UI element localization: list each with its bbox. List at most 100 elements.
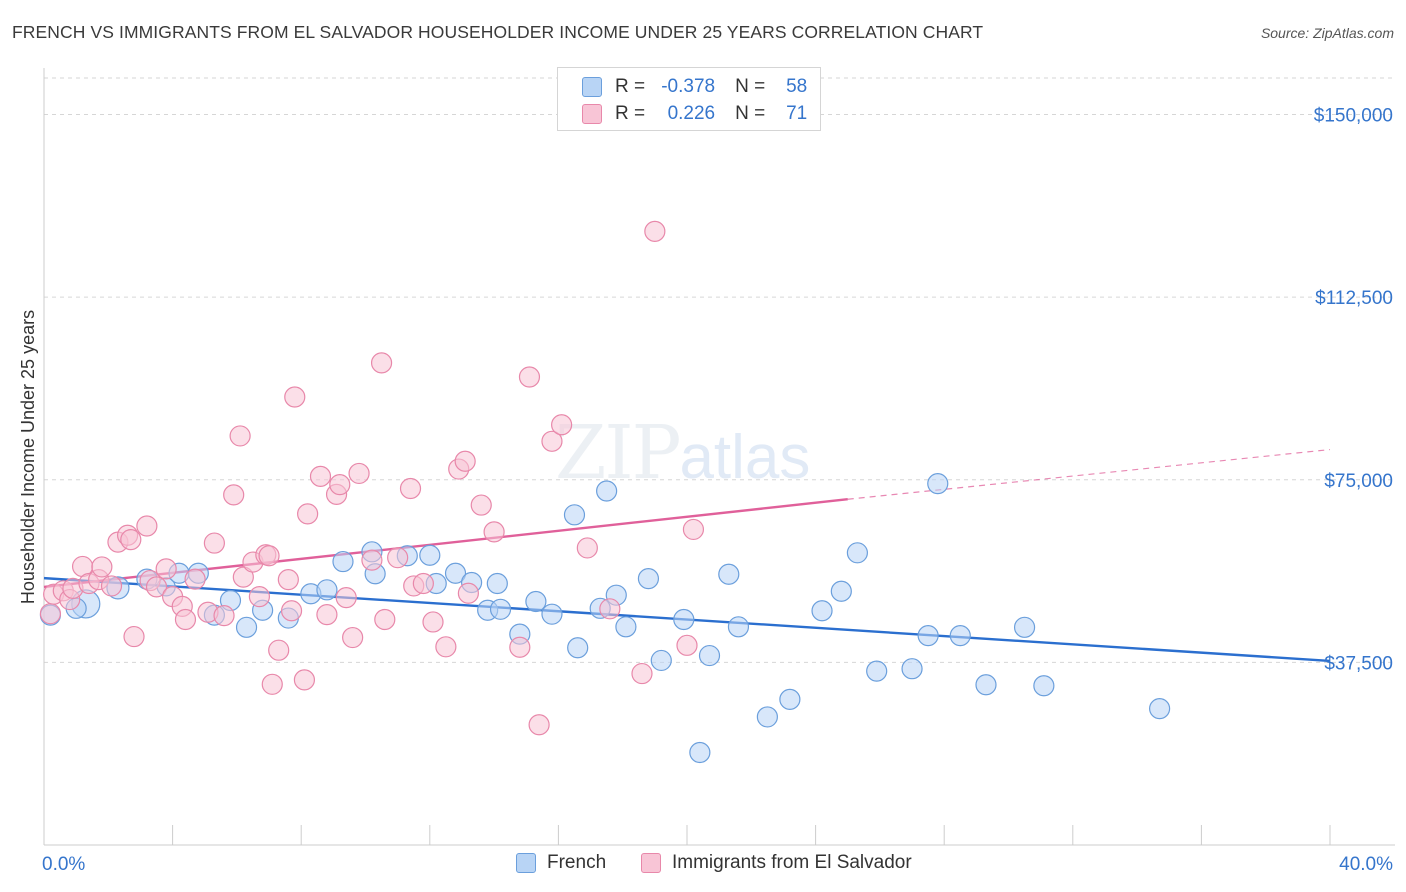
el-salvador-point [277,568,299,591]
n-label: N = [735,76,766,97]
french-point [419,544,441,566]
el-salvador-point [682,518,705,541]
el-salvador-point [293,669,316,691]
x-tick-label: 0.0% [42,854,85,875]
data-points [39,220,1171,764]
axis-labels: $37,500 $75,000 $112,500 $150,000 0.0% 40.0% H… [18,106,1393,875]
french-point [698,644,721,667]
french-point [846,542,868,564]
y-axis-label: Householder Income Under 25 years [18,310,38,604]
axes [43,68,1395,846]
french-point [563,504,586,526]
french-point [1033,675,1055,697]
french-legend-swatch [516,853,536,873]
el-salvador-point [280,600,303,622]
legend-row-el-salvador: R = 0.226 N = 71 [582,102,807,126]
el-salvador-point [374,608,396,631]
el-salvador-point [284,386,306,408]
el-salvador-point [316,604,338,626]
french-point [866,660,888,682]
el-salvador-point [223,484,245,506]
el-salvador-point [261,673,283,695]
french-point [567,637,589,659]
el-salvador-point [213,605,235,627]
el-salvador-point [541,430,563,452]
el-salvador-point [248,586,271,608]
watermark-zip: ZIP [555,410,681,496]
french-point [615,616,637,638]
y-tick-label: $75,000 [1324,471,1393,492]
el-salvador-point [232,566,254,588]
r-value: 0.226 [667,103,716,124]
el-salvador-point [329,474,351,496]
x-tick-label: 40.0% [1339,854,1393,875]
chart-title: FRENCH VS IMMIGRANTS FROM EL SALVADOR HO… [12,22,984,42]
french-point [486,572,508,595]
el-salvador-point [258,545,280,567]
el-salvador-point [39,603,62,625]
el-salvador-point [268,639,290,661]
el-salvador-point [297,503,319,525]
el-salvador-point [91,556,113,578]
el-salvador-point [412,572,434,595]
french-point [650,649,672,672]
el-salvador-point [644,220,666,242]
french-point [975,674,997,696]
french-point [673,608,695,631]
r-value: -0.378 [661,76,716,97]
french-point [830,580,852,602]
el-salvador-legend-swatch [641,853,661,873]
watermark-atlas: atlas [679,423,811,492]
french-point [1013,616,1036,638]
french-point [756,706,778,728]
french-point [332,550,354,573]
french-point [444,562,467,584]
el-salvador-point [184,568,206,590]
el-salvador-swatch [582,104,602,124]
legend-item-el-salvador[interactable]: Immigrants from El Salvador [641,852,912,874]
el-salvador-point [348,462,370,485]
el-salvador-point [551,414,573,436]
french-point [637,568,660,590]
el-salvador-point [155,558,177,580]
el-salvador-point [229,425,251,447]
french-point [927,473,949,495]
el-salvador-point [528,714,550,736]
el-salvador-point [509,636,531,658]
el-salvador-point [599,598,621,620]
el-salvador-point [120,529,142,551]
french-point [689,741,711,764]
el-salvador-point [631,662,653,685]
french-swatch [582,77,602,97]
el-salvador-point [309,465,332,487]
french-point [541,603,563,625]
french-point [596,480,618,502]
el-salvador-point [145,576,168,598]
el-salvador-point [387,547,409,569]
french-point [718,563,740,585]
el-salvador-point [174,608,197,631]
el-salvador-point [457,582,479,604]
french-point [489,598,512,620]
y-tick-label: $150,000 [1314,106,1393,127]
source-credit: Source: ZipAtlas.com [1260,25,1394,41]
el-salvador-point [483,521,505,543]
series-legend: French Immigrants from El Salvador [0,852,1406,878]
el-salvador-point [422,611,444,633]
el-salvador-point [435,636,457,658]
el-salvador-point [518,366,541,388]
legend-label-el-salvador: Immigrants from El Salvador [672,852,912,873]
legend-item-french[interactable]: French [516,852,606,874]
french-point [901,658,923,680]
el-salvador-point [203,532,225,554]
y-tick-label: $37,500 [1324,653,1393,674]
el-salvador-point [676,634,698,656]
el-salvador-point [136,515,158,537]
el-salvador-point [576,537,598,559]
el-salvador-point [342,626,364,649]
n-value: 58 [786,76,808,97]
french-point [949,624,971,647]
legend-row-french: R = -0.378 N = 58 [582,75,807,99]
el-salvador-point [100,575,123,597]
